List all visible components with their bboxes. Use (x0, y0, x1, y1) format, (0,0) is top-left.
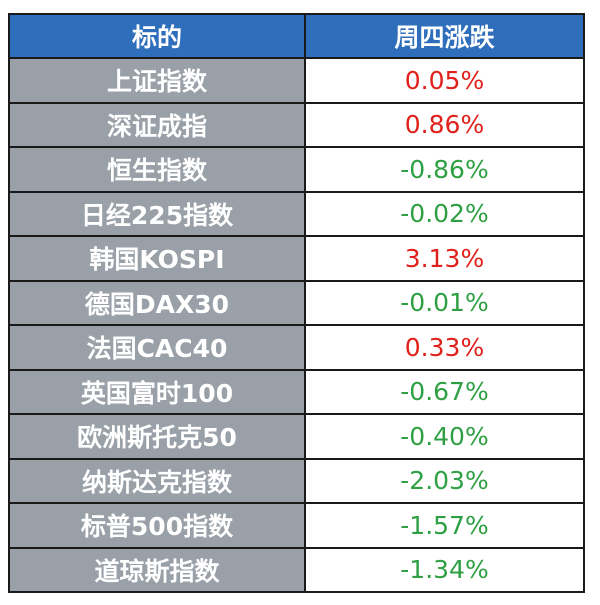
header-target: 标的 (8, 13, 306, 59)
index-name: 德国DAX30 (8, 279, 306, 326)
header-row: 标的 周四涨跌 (8, 13, 585, 59)
index-change: -0.02% (304, 190, 585, 237)
index-name: 日经225指数 (8, 190, 306, 237)
index-change: 3.13% (304, 235, 585, 282)
table-row: 纳斯达克指数 -2.03% (8, 457, 585, 504)
index-name: 道琼斯指数 (8, 546, 306, 593)
index-change: -0.01% (304, 279, 585, 326)
index-change: -0.40% (304, 413, 585, 460)
index-name: 韩国KOSPI (8, 235, 306, 282)
index-change: -2.03% (304, 457, 585, 504)
table-row: 日经225指数 -0.02% (8, 190, 585, 237)
table-row: 德国DAX30 -0.01% (8, 279, 585, 326)
index-change: -0.67% (304, 368, 585, 415)
table-row: 深证成指 0.86% (8, 101, 585, 148)
index-change: 0.33% (304, 324, 585, 371)
index-change: -1.57% (304, 502, 585, 549)
index-name: 标普500指数 (8, 502, 306, 549)
index-name: 欧洲斯托克50 (8, 413, 306, 460)
index-change: 0.86% (304, 101, 585, 148)
table-row: 标普500指数 -1.57% (8, 502, 585, 549)
table-row: 恒生指数 -0.86% (8, 146, 585, 193)
index-name: 英国富时100 (8, 368, 306, 415)
index-name: 纳斯达克指数 (8, 457, 306, 504)
table-row: 韩国KOSPI 3.13% (8, 235, 585, 282)
table-row: 英国富时100 -0.67% (8, 368, 585, 415)
header-thursday-change: 周四涨跌 (304, 13, 585, 59)
table-row: 道琼斯指数 -1.34% (8, 546, 585, 593)
index-name: 深证成指 (8, 101, 306, 148)
index-change: -1.34% (304, 546, 585, 593)
table-row: 上证指数 0.05% (8, 57, 585, 104)
table-row: 法国CAC40 0.33% (8, 324, 585, 371)
index-change: 0.05% (304, 57, 585, 104)
index-name: 法国CAC40 (8, 324, 306, 371)
index-name: 恒生指数 (8, 146, 306, 193)
index-name: 上证指数 (8, 57, 306, 104)
index-change: -0.86% (304, 146, 585, 193)
index-change-table: 标的 周四涨跌 上证指数 0.05% 深证成指 0.86% 恒生指数 -0.86% 日经22… (8, 13, 585, 593)
table-row: 欧洲斯托克50 -0.40% (8, 413, 585, 460)
